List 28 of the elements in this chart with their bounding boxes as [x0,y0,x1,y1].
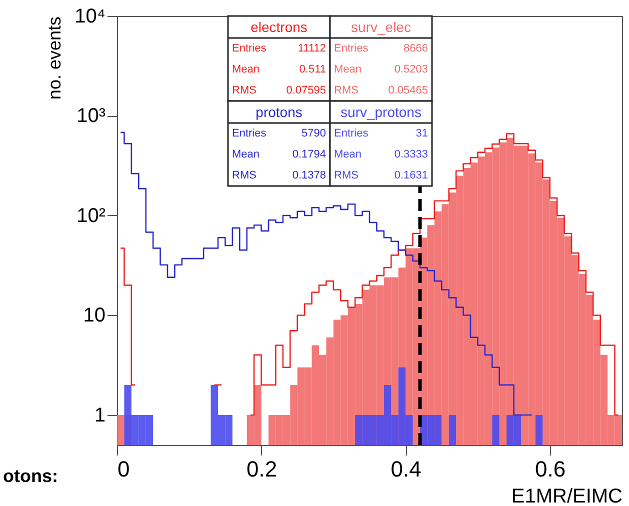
text: Mean 0.1794 [232,148,326,160]
text: RMS 0.1631 [334,170,428,182]
text: Mean 0.511 [232,64,326,76]
y-tick-label: 10² [76,204,106,227]
text: surv_elec [351,19,411,35]
x-tick-label: 0 [118,456,130,482]
text: Mean 0.3333 [334,148,428,160]
text: surv_protons [340,104,422,120]
text: Entries 8666 [334,42,428,54]
y-tick-label: 10⁴ [74,6,106,28]
text: Mean 0.5203 [334,64,428,76]
text: Entries 11112 [232,42,326,54]
y-tick-label: 10³ [76,105,106,128]
text: otons: [3,466,58,486]
x-tick-label: 0.2 [246,456,278,482]
y-tick-label: 1 [94,404,106,426]
text: RMS 0.1378 [232,170,326,182]
text: RMS 0.05465 [334,84,428,96]
y-axis-title: no. events [44,16,65,100]
text: Entries 31 [334,128,428,140]
text: electrons [250,19,308,35]
x-tick-label: 0.4 [390,456,422,482]
x-tick-label: 0.6 [535,456,566,482]
x-axis-title: E1MR/EIMC [511,486,622,506]
text: Entries 5790 [232,128,326,140]
y-tick-label: 10 [83,304,106,327]
text: RMS 0.07595 [232,84,326,96]
text: protons [256,104,302,120]
